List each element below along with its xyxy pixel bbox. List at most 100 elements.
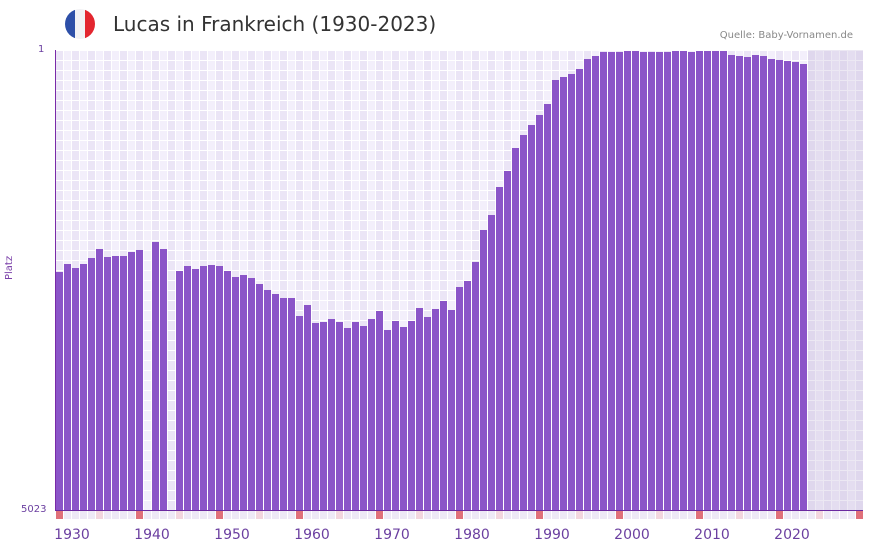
future-shade <box>808 50 863 510</box>
year-marker <box>808 511 815 519</box>
bar-1948 <box>200 265 207 510</box>
bar-1940 <box>136 250 143 510</box>
bar-1971 <box>384 330 391 510</box>
bar-1998 <box>600 52 607 510</box>
bar-2004 <box>648 52 655 510</box>
x-tick-label: 1940 <box>134 527 170 543</box>
year-marker <box>624 511 631 519</box>
year-marker <box>616 511 623 519</box>
year-marker <box>592 511 599 519</box>
bar-1931 <box>64 263 71 510</box>
year-marker <box>520 511 527 519</box>
year-marker <box>248 511 255 519</box>
year-marker <box>360 511 367 519</box>
bar-1968 <box>360 325 367 510</box>
year-marker <box>64 511 71 519</box>
year-marker <box>256 511 263 519</box>
year-marker <box>96 511 103 519</box>
bar-1935 <box>96 249 103 510</box>
bar-1978 <box>440 300 447 510</box>
bar-1991 <box>544 104 551 510</box>
year-marker <box>448 511 455 519</box>
year-marker <box>776 511 783 519</box>
year-marker <box>376 511 383 519</box>
year-marker <box>392 511 399 519</box>
bar-1936 <box>104 257 111 510</box>
year-marker <box>112 511 119 519</box>
bar-1930 <box>56 272 63 510</box>
year-marker <box>264 511 271 519</box>
year-marker <box>680 511 687 519</box>
bar-2016 <box>744 57 751 510</box>
year-marker <box>856 511 863 519</box>
bar-1956 <box>264 289 271 510</box>
bar-1939 <box>128 252 135 510</box>
year-marker <box>600 511 607 519</box>
bar-2011 <box>704 51 711 510</box>
year-marker <box>632 511 639 519</box>
flag-white <box>75 9 85 39</box>
bar-2009 <box>688 52 695 510</box>
y-tick-top: 1 <box>38 44 45 55</box>
bar-1959 <box>288 298 295 510</box>
year-marker <box>832 511 839 519</box>
bar-1987 <box>512 148 519 510</box>
year-marker <box>512 511 519 519</box>
bar-1969 <box>368 319 375 510</box>
bar-1974 <box>408 321 415 510</box>
year-marker <box>848 511 855 519</box>
year-marker <box>576 511 583 519</box>
year-marker <box>304 511 311 519</box>
bar-2017 <box>752 55 759 510</box>
year-marker <box>720 511 727 519</box>
year-marker <box>704 511 711 519</box>
year-marker <box>456 511 463 519</box>
x-tick-label: 1960 <box>294 527 330 543</box>
year-marker <box>80 511 87 519</box>
year-marker <box>792 511 799 519</box>
bar-1934 <box>88 258 95 510</box>
year-marker <box>280 511 287 519</box>
bar-2007 <box>672 51 679 510</box>
bar-1967 <box>352 321 359 510</box>
year-marker <box>544 511 551 519</box>
year-marker <box>200 511 207 519</box>
year-marker <box>272 511 279 519</box>
flag-red <box>85 9 95 39</box>
bar-1997 <box>592 56 599 510</box>
year-marker <box>728 511 735 519</box>
year-marker <box>824 511 831 519</box>
bar-1933 <box>80 263 87 510</box>
bar-2005 <box>656 52 663 510</box>
year-marker <box>528 511 535 519</box>
year-marker <box>328 511 335 519</box>
year-marker <box>232 511 239 519</box>
x-tick-label: 2020 <box>774 527 810 543</box>
year-marker <box>552 511 559 519</box>
bar-1943 <box>160 249 167 510</box>
year-marker <box>752 511 759 519</box>
bar-1954 <box>248 277 255 510</box>
bar-1990 <box>536 115 543 510</box>
year-marker <box>400 511 407 519</box>
year-marker <box>320 511 327 519</box>
bar-2006 <box>664 52 671 510</box>
bar-1983 <box>480 230 487 510</box>
year-marker <box>216 511 223 519</box>
bar-1975 <box>416 308 423 510</box>
year-marker <box>56 511 63 519</box>
bar-1964 <box>328 319 335 510</box>
bar-1962 <box>312 322 319 510</box>
x-tick-label: 1950 <box>214 527 250 543</box>
y-tick-bottom: 5023 <box>21 504 47 515</box>
year-marker <box>656 511 663 519</box>
year-marker <box>816 511 823 519</box>
x-axis-line <box>55 510 863 511</box>
bar-1996 <box>584 59 591 510</box>
bar-1932 <box>72 268 79 510</box>
year-marker <box>240 511 247 519</box>
year-marker <box>88 511 95 519</box>
bar-1992 <box>552 80 559 510</box>
bar-1951 <box>224 271 231 510</box>
bar-1945 <box>176 271 183 510</box>
